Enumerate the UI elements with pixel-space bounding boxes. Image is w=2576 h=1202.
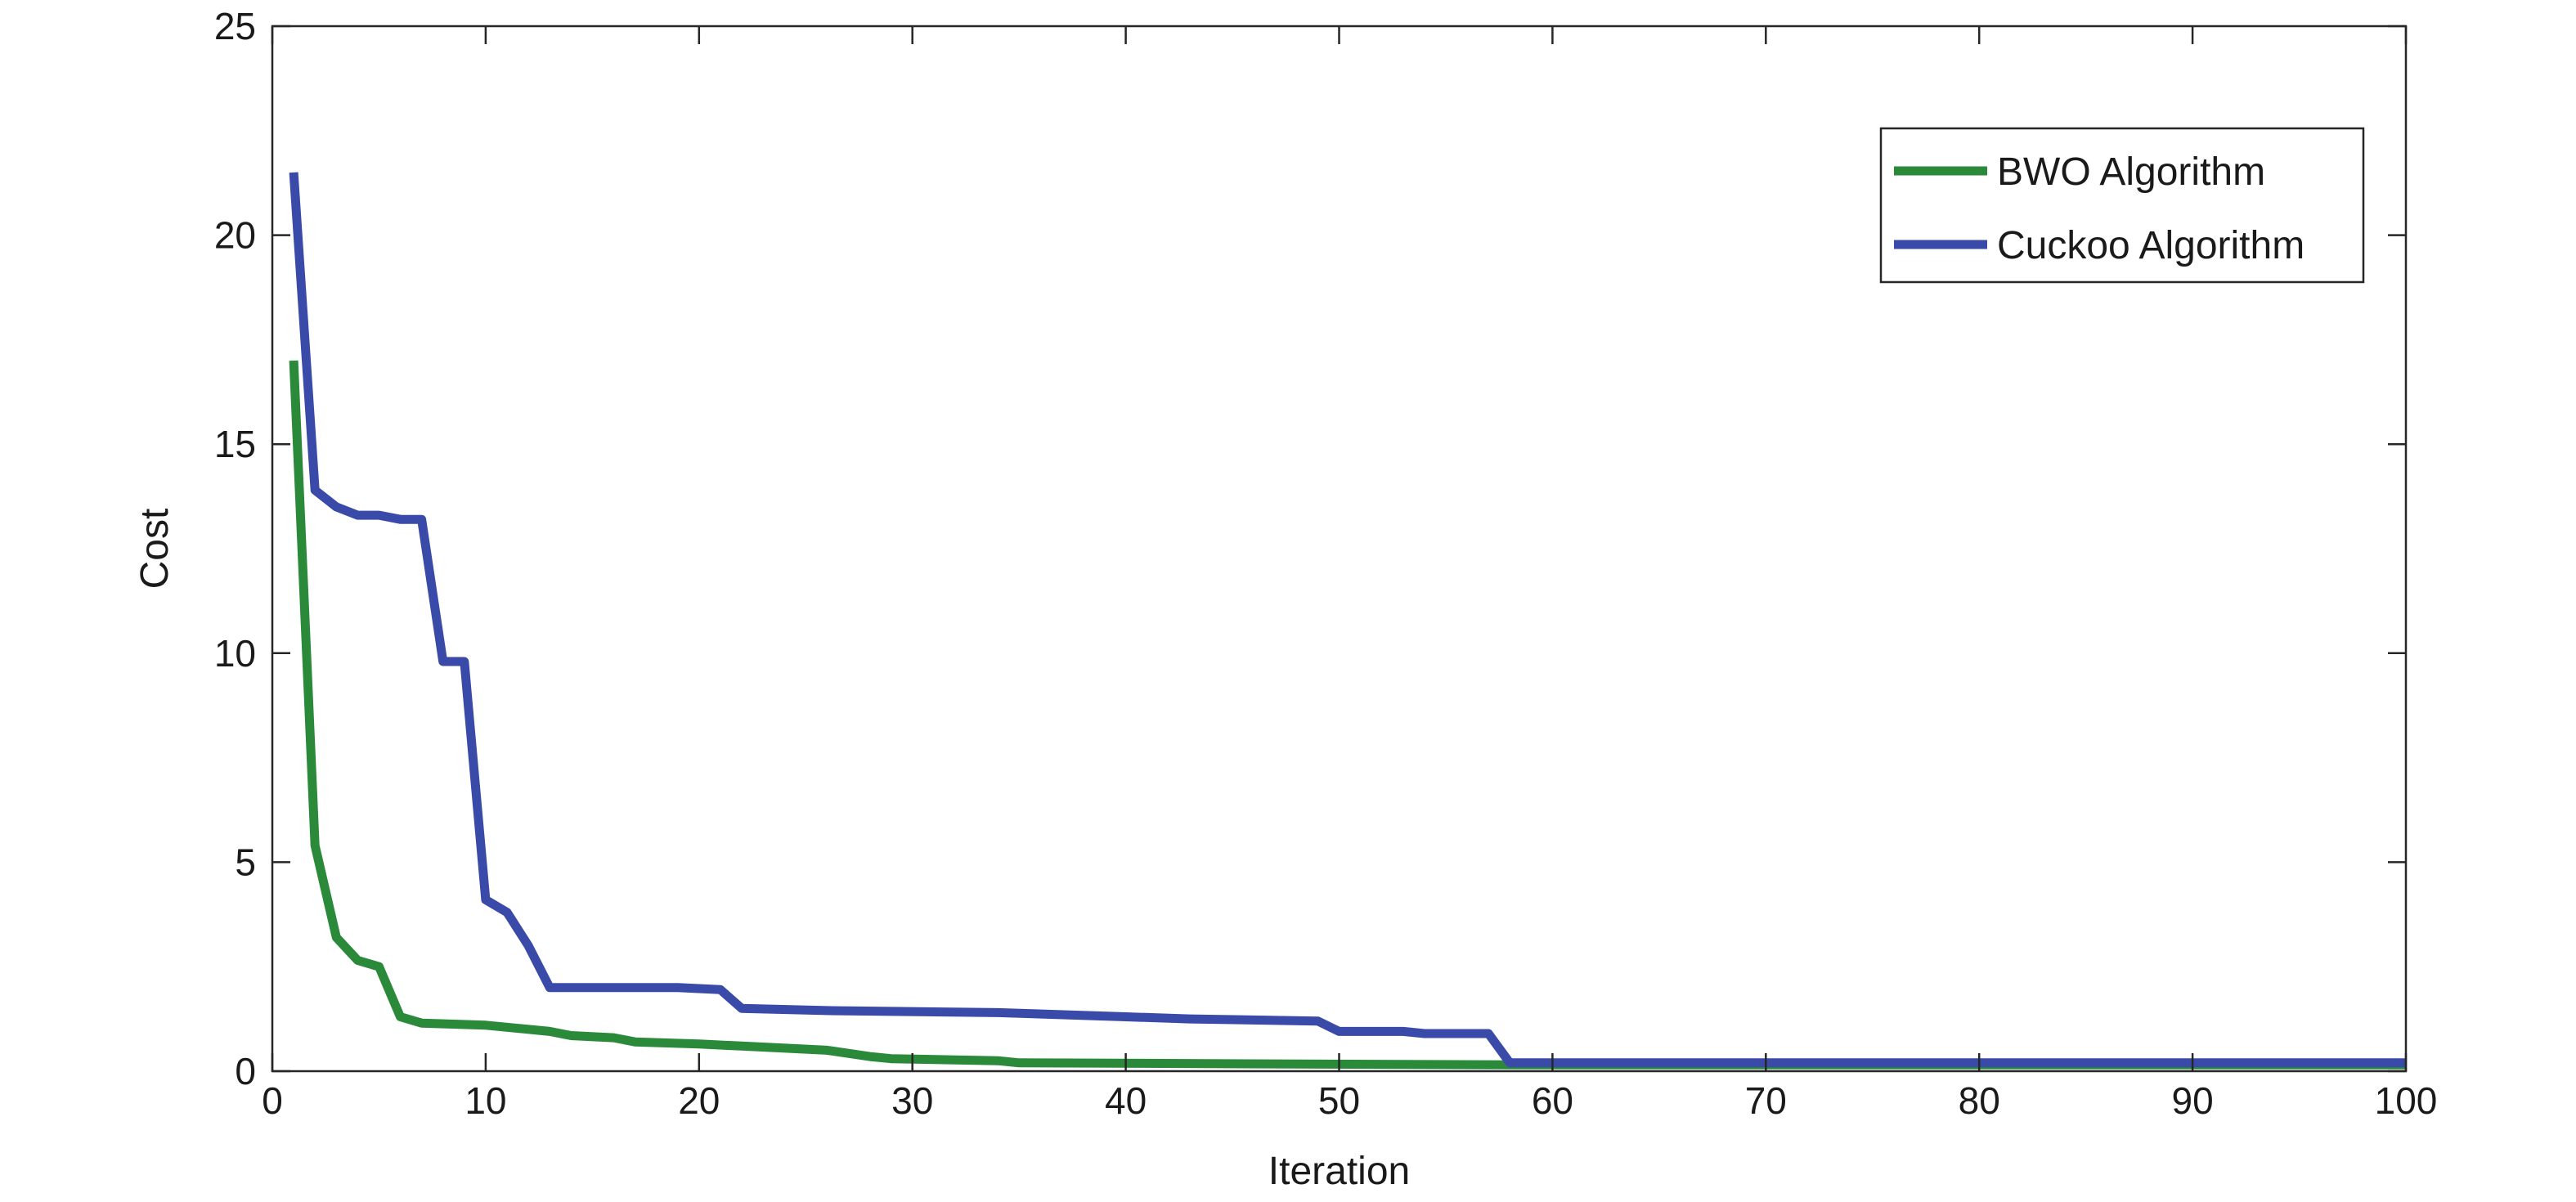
x-tick-label: 0: [262, 1079, 283, 1122]
axes: 0 10 20 30 40 50 60 70 80 90 100 0 5 10 15 20 25: [214, 5, 2438, 1122]
y-tick-label: 15: [214, 423, 256, 465]
x-tick-label: 80: [1959, 1079, 2000, 1122]
x-tick-label: 20: [678, 1079, 720, 1122]
series-line-cuckoo-algorithm: [289, 172, 2406, 1068]
y-tick-label: 20: [214, 214, 256, 257]
x-tick-label: 100: [2375, 1079, 2438, 1122]
y-tick-label: 5: [235, 841, 256, 883]
legend-label: Cuckoo Algorithm: [1997, 224, 2304, 267]
legend-label: BWO Algorithm: [1997, 150, 2265, 194]
series-line-bwo-algorithm: [289, 360, 2406, 1070]
x-axis-label: Iteration: [1268, 1150, 1410, 1193]
y-tick-label: 10: [214, 632, 256, 675]
x-tick-label: 30: [891, 1079, 933, 1122]
x-tick-label: 60: [1532, 1079, 1573, 1122]
y-tick-label: 25: [214, 5, 256, 47]
plot-area: [289, 172, 2406, 1070]
x-tick-label: 90: [2172, 1079, 2214, 1122]
y-tick-label: 0: [235, 1050, 256, 1092]
x-tick-label: 10: [464, 1079, 506, 1122]
legend: BWO Algorithm Cuckoo Algorithm: [1879, 127, 2365, 284]
x-tick-label: 50: [1318, 1079, 1360, 1122]
legend-box: [1879, 127, 2365, 284]
x-tick-label: 70: [1745, 1079, 1787, 1122]
y-axis-label: Cost: [133, 509, 177, 590]
x-tick-label: 40: [1105, 1079, 1147, 1122]
